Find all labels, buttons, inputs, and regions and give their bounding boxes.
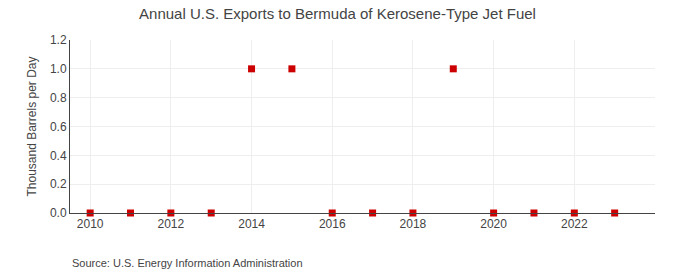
svg-text:1.0: 1.0 (50, 62, 67, 76)
svg-text:2020: 2020 (480, 217, 507, 231)
svg-text:0.0: 0.0 (50, 206, 67, 220)
svg-text:0.2: 0.2 (50, 177, 67, 191)
svg-text:2016: 2016 (319, 217, 346, 231)
svg-text:2022: 2022 (561, 217, 588, 231)
svg-text:0.6: 0.6 (50, 120, 67, 134)
svg-text:Thousand Barrels per Day: Thousand Barrels per Day (25, 56, 39, 196)
svg-text:2012: 2012 (158, 217, 185, 231)
svg-text:0.8: 0.8 (50, 91, 67, 105)
svg-text:2014: 2014 (238, 217, 265, 231)
svg-text:2018: 2018 (400, 217, 427, 231)
svg-text:0.4: 0.4 (50, 149, 67, 163)
svg-text:1.2: 1.2 (50, 33, 67, 47)
svg-text:Source: U.S. Energy Informatio: Source: U.S. Energy Information Administ… (72, 257, 303, 269)
svg-text:2010: 2010 (77, 217, 104, 231)
svg-text:Annual U.S. Exports to Bermuda: Annual U.S. Exports to Bermuda of Kerose… (139, 5, 536, 22)
